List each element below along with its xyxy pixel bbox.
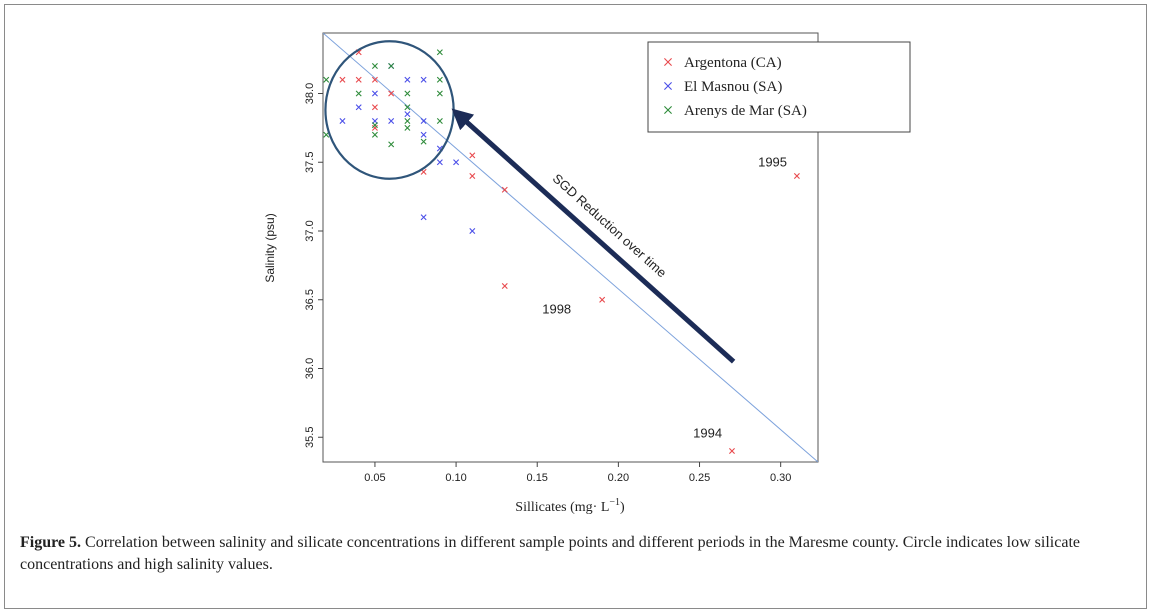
year-annotation: 1998 [542, 302, 571, 317]
data-point-2 [436, 159, 443, 166]
legend-marker-1 [664, 58, 672, 66]
figure-frame [4, 4, 1147, 609]
y-tick-label: 36.5 [304, 289, 316, 310]
highlight-circle [324, 40, 455, 180]
caption-label: Figure 5. [20, 534, 82, 551]
plot-area [322, 32, 819, 463]
data-point-3 [404, 118, 411, 124]
legend-label-2: El Masnou (SA) [684, 79, 782, 95]
data-point-1 [469, 152, 476, 159]
legend-label-1: Argentona (CA) [684, 55, 782, 71]
data-point-3 [420, 138, 427, 145]
data-point-1 [371, 124, 378, 131]
data-point-2 [355, 104, 362, 111]
data-point-1 [728, 448, 735, 454]
y-axis-label: Salinity (psu) [263, 213, 277, 282]
data-point-3 [436, 118, 443, 124]
data-point-1 [388, 90, 395, 97]
legend: Argentona (CA) El Masnou (SA) Arenys de Ma… [647, 41, 911, 133]
data-point-3 [388, 63, 395, 69]
data-point-2 [453, 159, 460, 166]
legend-marker-2 [664, 82, 672, 90]
figure-caption: Figure 5. Correlation between salinity a… [20, 532, 1120, 576]
data-point-2 [420, 214, 427, 221]
x-tick-label: 0.30 [770, 472, 791, 484]
arrow-label: SGD Reduction over time [550, 171, 670, 281]
data-point-3 [388, 141, 395, 148]
y-tick-label: 37.0 [304, 220, 316, 241]
data-point-2 [420, 131, 427, 138]
x-tick-label: 0.15 [527, 472, 548, 484]
data-point-3 [404, 124, 411, 131]
legend-label-3: Arenys de Mar (SA) [684, 103, 807, 119]
x-tick-label: 0.20 [608, 472, 629, 484]
y-tick-label: 35.5 [304, 427, 316, 448]
data-point-3 [323, 76, 330, 83]
legend-marker-3 [664, 106, 672, 114]
data-point-2 [404, 76, 411, 83]
data-point-1 [793, 173, 800, 179]
data-point-1 [371, 76, 378, 83]
data-point-1 [599, 296, 606, 303]
caption-text: Correlation between salinity and silicat… [20, 534, 1080, 573]
data-point-2 [404, 111, 411, 118]
data-point-2 [371, 90, 378, 97]
data-point-3 [355, 90, 362, 97]
y-tick-label: 37.5 [304, 152, 316, 173]
data-point-1 [501, 283, 508, 289]
data-point-3 [404, 90, 411, 97]
trend-arrow [451, 108, 736, 364]
data-point-2 [420, 76, 427, 83]
trend-line [323, 33, 818, 462]
x-tick-label: 0.10 [445, 472, 466, 484]
data-point-3 [436, 90, 443, 97]
data-point-3 [371, 122, 378, 129]
x-tick-label: 0.05 [364, 472, 385, 484]
x-axis-label: Sillicates (mg· L−1) [515, 497, 625, 515]
data-point-2 [420, 118, 427, 124]
data-point-1 [371, 104, 378, 111]
data-point-3 [436, 49, 443, 56]
y-tick-label: 36.0 [304, 358, 316, 379]
data-point-3 [371, 131, 378, 138]
data-point-2 [339, 118, 346, 124]
data-point-1 [501, 186, 508, 193]
data-point-2 [388, 118, 395, 124]
data-point-1 [339, 76, 346, 83]
year-annotation: 1995 [758, 154, 787, 169]
data-point-3 [371, 63, 378, 69]
data-point-3 [436, 76, 443, 83]
y-tick-label: 38.0 [304, 83, 316, 104]
data-point-2 [469, 228, 476, 234]
year-annotation: 1994 [693, 425, 722, 440]
data-point-1 [469, 173, 476, 179]
data-point-1 [355, 76, 362, 83]
x-tick-label: 0.25 [689, 472, 710, 484]
data-point-3 [404, 104, 411, 111]
